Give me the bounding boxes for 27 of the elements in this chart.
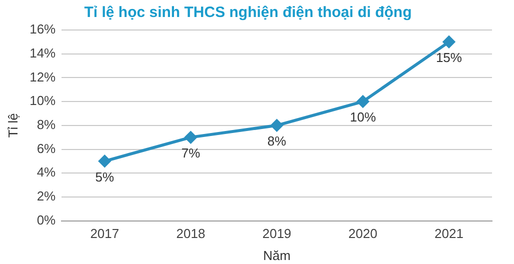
data-label: 10%	[350, 110, 376, 125]
y-tick-label: 4%	[36, 164, 56, 180]
data-label: 7%	[181, 145, 201, 160]
point	[356, 96, 369, 108]
x-tick-label: 2017	[90, 226, 120, 242]
point	[442, 36, 455, 48]
point	[98, 155, 111, 168]
y-axis-title: Tỉ lệ	[5, 113, 20, 138]
x-tick-label: 2020	[348, 226, 378, 242]
x-tick-label: 2021	[434, 226, 464, 242]
x-tick-label: 2018	[176, 226, 206, 242]
point	[184, 131, 197, 144]
point	[270, 119, 283, 132]
data-label: 15%	[436, 50, 462, 66]
x-tick-label: 2019	[262, 226, 292, 242]
y-tick-label: 2%	[36, 188, 56, 204]
y-tick-label: 8%	[36, 116, 56, 132]
y-tick-label: 16%	[30, 22, 56, 37]
data-label: 8%	[267, 133, 287, 148]
data-label: 5%	[95, 169, 114, 184]
y-tick-label: 14%	[30, 45, 56, 60]
y-tick-label: 0%	[36, 212, 56, 228]
x-axis-title: Năm	[263, 248, 291, 263]
y-tick-label: 10%	[30, 93, 56, 108]
chart-title: Tỉ lệ học sinh THCS nghiện điện thoại di động	[84, 4, 412, 22]
y-tick-label: 12%	[30, 69, 56, 84]
y-tick-label: 6%	[36, 140, 56, 156]
